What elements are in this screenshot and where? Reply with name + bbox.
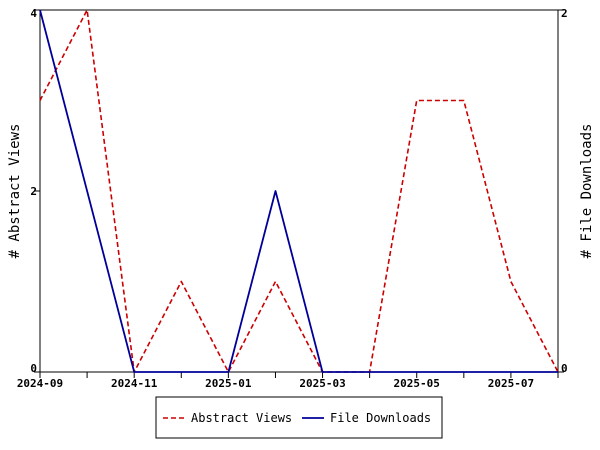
x-tick-label-2025-05: 2025-05	[394, 377, 440, 390]
tick-marks	[34, 9, 564, 378]
series-line-abstract-views	[39, 9, 559, 373]
y-left-tick-label-4: 4	[30, 7, 37, 20]
x-tick-label-2025-01: 2025-01	[205, 377, 252, 390]
y-left-tick-label-0: 0	[30, 362, 37, 375]
legend: Abstract Views File Downloads	[155, 396, 443, 439]
series-layer	[39, 9, 559, 373]
y-left-tick-label-2: 2	[30, 185, 37, 198]
x-tick-label-2024-11: 2024-11	[111, 377, 158, 390]
legend-box	[155, 396, 443, 439]
x-tick-label-2025-07: 2025-07	[488, 377, 534, 390]
legend-label-file-downloads: File Downloads	[330, 411, 431, 425]
y-right-tick-label-0: 0	[561, 362, 568, 375]
legend-label-abstract-views: Abstract Views	[191, 411, 292, 425]
y-left-axis-title: # Abstract Views	[7, 124, 23, 259]
x-tick-label-2025-03: 2025-03	[299, 377, 345, 390]
series-line-file-downloads	[39, 9, 558, 373]
y-right-axis-title: # File Downloads	[579, 124, 595, 259]
tick-labels: 2024-09 2024-11 2025-01 2025-03 2025-05 2025-…	[17, 7, 568, 390]
x-tick-label-2024-09: 2024-09	[17, 377, 63, 390]
plot-area	[39, 9, 559, 373]
y-right-tick-label-2: 2	[561, 7, 568, 20]
